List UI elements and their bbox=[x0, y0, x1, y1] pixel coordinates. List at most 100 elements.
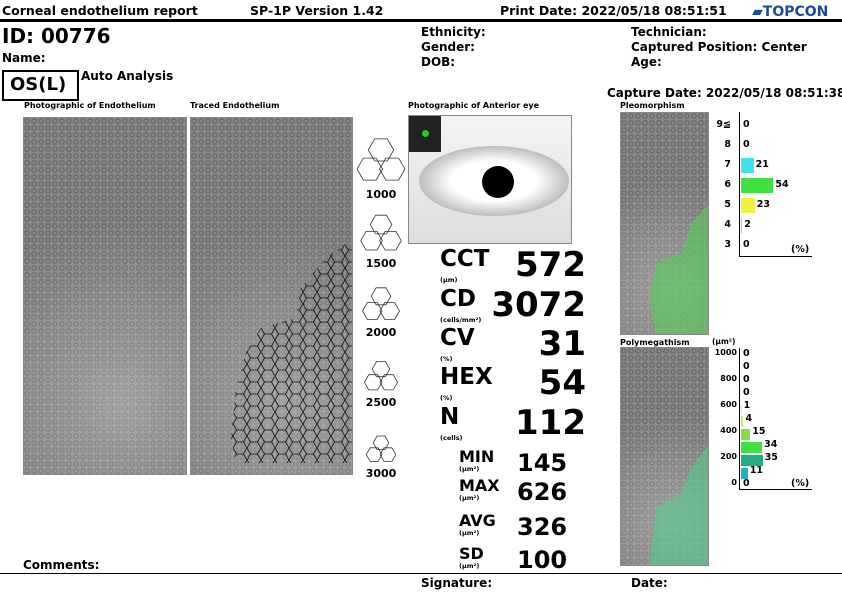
endothelium-photo bbox=[23, 117, 187, 475]
density-label: 1500 bbox=[365, 257, 397, 270]
value-label: 11 bbox=[749, 465, 764, 476]
metric-value: 54 bbox=[538, 363, 586, 403]
metric-unit: (µm) bbox=[440, 276, 458, 284]
ethnicity: Ethnicity: bbox=[421, 25, 486, 39]
stat-label: MAX bbox=[459, 476, 500, 495]
value-label: 21 bbox=[755, 159, 769, 170]
patient-name: Name: bbox=[2, 51, 46, 65]
patient-id: ID: 00776 bbox=[2, 24, 111, 48]
eye-badge: OS(L) bbox=[2, 70, 79, 101]
bar bbox=[741, 429, 751, 440]
photo-caption: Photographic of Endothelium bbox=[24, 101, 156, 110]
value-label: 34 bbox=[764, 439, 778, 450]
metric-unit: (cells/mm²) bbox=[440, 316, 482, 324]
density-label: 2500 bbox=[365, 396, 397, 409]
y-unit-label: (µm²) bbox=[712, 337, 736, 346]
topcon-logo: ▰TOPCON bbox=[752, 4, 829, 20]
stat-label: MIN bbox=[459, 447, 495, 466]
age: Age: bbox=[631, 55, 662, 69]
category-label: 7 bbox=[724, 159, 731, 170]
x-axis bbox=[739, 489, 812, 490]
header-divider bbox=[0, 19, 842, 22]
value-label: 0 bbox=[743, 139, 750, 150]
gender: Gender: bbox=[421, 40, 475, 54]
stat-value: 326 bbox=[517, 513, 568, 541]
tick-label: 1000 bbox=[714, 348, 737, 357]
metric-label: HEX bbox=[440, 364, 493, 390]
bar bbox=[741, 403, 742, 414]
traced-endothelium-image bbox=[190, 117, 353, 475]
value-label: 2 bbox=[744, 219, 751, 230]
value-label: 0 bbox=[743, 387, 750, 398]
print-date: Print Date: 2022/05/18 08:51:51 bbox=[500, 3, 727, 18]
metric-value: 31 bbox=[538, 324, 586, 364]
signature-label: Signature: bbox=[421, 576, 493, 590]
stat-unit: (µm²) bbox=[459, 465, 480, 473]
analysis-mode: Auto Analysis bbox=[81, 69, 174, 83]
metric-label: CCT bbox=[440, 246, 490, 272]
bar bbox=[741, 455, 763, 466]
value-label: 23 bbox=[756, 199, 771, 210]
pleomorphism-image bbox=[620, 112, 709, 335]
value-label: 0 bbox=[743, 348, 750, 359]
metric-value: 112 bbox=[515, 403, 586, 443]
stat-label: SD bbox=[459, 544, 484, 563]
stat-unit: (µm²) bbox=[459, 529, 480, 537]
hexagon-cells-icon bbox=[360, 214, 402, 251]
metric-label: CD bbox=[440, 286, 476, 312]
metric-unit: (cells) bbox=[440, 434, 463, 442]
category-label: 8 bbox=[724, 139, 731, 150]
category-label: 5 bbox=[724, 199, 731, 210]
metric-value: 3072 bbox=[491, 285, 586, 325]
bar bbox=[741, 158, 754, 173]
technician: Technician: bbox=[631, 25, 707, 39]
dob: DOB: bbox=[421, 55, 456, 69]
poly-caption: Polymegathism bbox=[620, 338, 690, 347]
category-label: 4 bbox=[724, 219, 731, 230]
density-label: 1000 bbox=[365, 188, 397, 201]
stat-unit: (µm²) bbox=[459, 562, 480, 570]
value-label: 4 bbox=[745, 413, 753, 424]
stat-label: AVG bbox=[459, 511, 496, 530]
stat-value: 100 bbox=[517, 546, 568, 574]
tick-label: 600 bbox=[720, 400, 737, 409]
metric-unit: (%) bbox=[440, 394, 453, 402]
y-axis bbox=[739, 112, 740, 257]
pleo-caption: Pleomorphism bbox=[620, 101, 685, 110]
value-label: 0 bbox=[743, 119, 750, 130]
tick-label: 400 bbox=[720, 426, 737, 435]
density-label: 3000 bbox=[365, 467, 397, 480]
category-label: 3 bbox=[724, 239, 731, 250]
pupil bbox=[482, 166, 514, 198]
fixation-target-icon bbox=[409, 116, 441, 152]
tick-label: 200 bbox=[720, 452, 737, 461]
hexagon-cells-icon bbox=[363, 360, 399, 391]
bar bbox=[741, 442, 763, 453]
fixation-dot bbox=[422, 130, 429, 137]
value-label: 0 bbox=[743, 239, 750, 250]
traced-caption: Traced Endothelium bbox=[190, 101, 280, 110]
unit-label: (%) bbox=[791, 244, 810, 255]
bar bbox=[741, 468, 748, 479]
tick-label: 800 bbox=[720, 374, 737, 383]
report-title: Corneal endothelium report bbox=[2, 3, 198, 18]
value-label: 35 bbox=[764, 452, 778, 463]
value-label: 0 bbox=[743, 361, 750, 372]
metric-label: CV bbox=[440, 325, 475, 351]
value-label: 0 bbox=[743, 374, 750, 385]
stat-value: 626 bbox=[517, 478, 568, 506]
category-label: 9≦ bbox=[716, 119, 731, 130]
value-label: 54 bbox=[775, 179, 789, 190]
anterior-eye-photo bbox=[408, 115, 572, 244]
value-label: 15 bbox=[752, 426, 766, 437]
anterior-caption: Photographic of Anterior eye bbox=[408, 101, 540, 110]
footer-divider bbox=[0, 573, 842, 574]
category-label: 6 bbox=[724, 179, 731, 190]
bar bbox=[741, 218, 743, 233]
bar bbox=[741, 178, 774, 193]
y-axis bbox=[739, 348, 740, 490]
hexagon-cells-icon bbox=[362, 287, 400, 320]
value-label: 0 bbox=[743, 478, 750, 489]
metric-unit: (%) bbox=[440, 355, 453, 363]
value-label: 1 bbox=[743, 400, 751, 411]
